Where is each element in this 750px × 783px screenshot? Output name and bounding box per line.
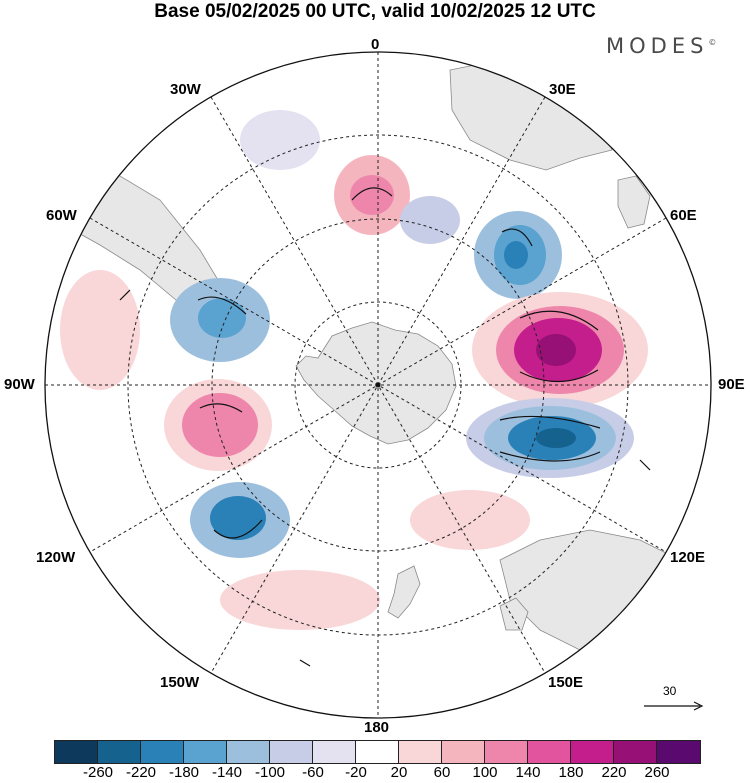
colorbar-cell xyxy=(399,741,442,763)
colorbar-cell xyxy=(98,741,141,763)
colorbar-tick-label: -140 xyxy=(211,764,243,781)
label-180: 180 xyxy=(364,719,390,736)
colorbar-tick-label: -220 xyxy=(125,764,157,781)
label-0: 0 xyxy=(371,36,380,53)
label-60e: 60E xyxy=(670,207,697,224)
colorbar-tick-label: 260 xyxy=(644,764,670,781)
modes-logo: MODES© xyxy=(606,34,717,58)
wind-scale-arrow xyxy=(644,701,704,711)
colorbar-cell xyxy=(141,741,184,763)
label-30e: 30E xyxy=(549,81,576,98)
label-90e: 90E xyxy=(718,376,745,393)
colorbar-cell xyxy=(313,741,356,763)
label-90w: 90W xyxy=(4,376,35,393)
colorbar-cell xyxy=(356,741,399,763)
antarctica-landmass xyxy=(295,321,457,445)
colorbar-tick-label: 100 xyxy=(472,764,498,781)
colorbar-tick-label: -180 xyxy=(168,764,200,781)
colorbar-tick-label: 60 xyxy=(433,764,451,781)
map-disc xyxy=(45,52,711,718)
label-60w: 60W xyxy=(46,207,77,224)
colorbar-tick-label: 20 xyxy=(390,764,408,781)
label-150w: 150W xyxy=(160,674,200,691)
label-120w: 120W xyxy=(36,549,76,566)
colorbar-tick-label: -20 xyxy=(345,764,367,781)
label-150e: 150E xyxy=(548,674,584,691)
colorbar-cell xyxy=(528,741,571,763)
colorbar-tick-label: 220 xyxy=(601,764,627,781)
colorbar-tick-label: -260 xyxy=(82,764,114,781)
map-border xyxy=(44,51,712,719)
colorbar-cell xyxy=(442,741,485,763)
tasmania-landmass xyxy=(499,597,529,631)
colorbar-cell xyxy=(614,741,657,763)
new-zealand-landmass xyxy=(387,565,421,619)
wind-scale-label: 30 xyxy=(663,684,677,698)
wind-vectors xyxy=(119,187,651,667)
colorbar-cell xyxy=(657,741,700,763)
colorbar-cell xyxy=(184,741,227,763)
label-120e: 120E xyxy=(670,549,706,566)
madagascar-landmass xyxy=(617,175,651,229)
colorbar xyxy=(54,740,701,764)
polar-map xyxy=(44,51,712,719)
colorbar-tick-label: 140 xyxy=(515,764,541,781)
colorbar-cell xyxy=(55,741,98,763)
colorbar-tick-label: -60 xyxy=(302,764,324,781)
colorbar-tick-label: 180 xyxy=(558,764,584,781)
anomaly-field xyxy=(60,110,648,630)
pole-marker xyxy=(375,382,381,388)
colorbar-cell xyxy=(270,741,313,763)
colorbar-tick-label: -100 xyxy=(254,764,286,781)
colorbar-cell xyxy=(485,741,528,763)
label-30w: 30W xyxy=(170,81,201,98)
colorbar-cell xyxy=(227,741,270,763)
chart-title: Base 05/02/2025 00 UTC, valid 10/02/2025… xyxy=(154,1,596,22)
colorbar-cell xyxy=(571,741,614,763)
